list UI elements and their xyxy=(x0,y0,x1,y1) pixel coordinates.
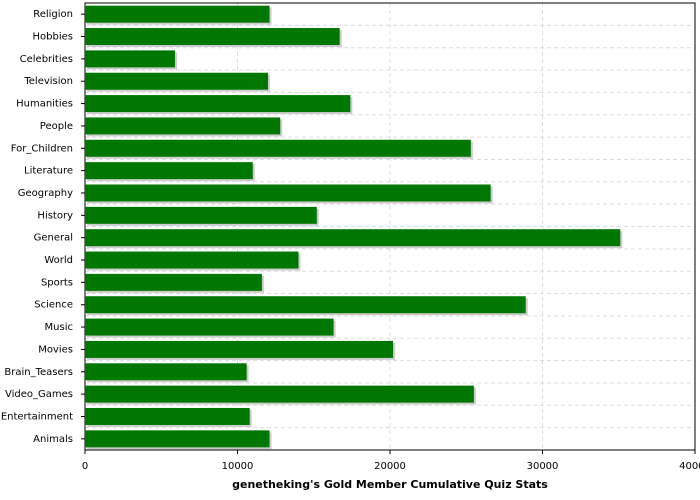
y-tick-label: Video_Games xyxy=(5,389,73,400)
bar xyxy=(85,139,471,157)
y-tick-label: People xyxy=(40,121,73,132)
y-tick-label: Brain_Teasers xyxy=(4,367,73,378)
y-tick-label: Entertainment xyxy=(1,411,73,422)
x-tick-label: 10000 xyxy=(222,461,254,472)
y-tick-label: History xyxy=(37,210,73,221)
y-tick-label: Science xyxy=(34,300,73,311)
bar xyxy=(85,363,247,381)
bar xyxy=(85,162,253,180)
bar xyxy=(85,28,340,46)
bar xyxy=(85,273,262,291)
y-tick-label: Sports xyxy=(41,277,73,288)
bar xyxy=(85,251,299,269)
x-tick-label: 0 xyxy=(82,461,88,472)
y-tick-label: World xyxy=(44,255,73,266)
bar xyxy=(85,407,250,425)
bar xyxy=(85,184,491,202)
y-tick-label: For_Children xyxy=(11,143,73,154)
y-tick-label: Television xyxy=(23,76,73,87)
bar xyxy=(85,95,351,113)
x-tick-label: 40000 xyxy=(679,461,700,472)
bar xyxy=(85,385,474,403)
y-tick-label: Movies xyxy=(38,344,73,355)
y-tick-label: Hobbies xyxy=(33,32,73,43)
bar xyxy=(85,296,526,314)
bar xyxy=(85,5,270,23)
chart-title: genetheking's Gold Member Cumulative Qui… xyxy=(232,478,548,491)
bar xyxy=(85,430,270,448)
bar xyxy=(85,72,268,90)
y-tick-label: Religion xyxy=(33,9,73,20)
y-tick-label: Literature xyxy=(24,166,73,177)
y-tick-label: Celebrities xyxy=(20,54,73,65)
bar xyxy=(85,117,281,135)
bar xyxy=(85,229,621,247)
y-tick-label: Geography xyxy=(18,188,73,199)
bar xyxy=(85,318,334,336)
plot-frame xyxy=(84,2,696,451)
y-tick-label: Animals xyxy=(33,434,73,445)
x-tick-label: 20000 xyxy=(374,461,406,472)
bar xyxy=(85,50,175,68)
y-tick-label: Music xyxy=(45,322,73,333)
y-tick-label: General xyxy=(34,233,73,244)
x-tick-label: 30000 xyxy=(527,461,559,472)
bar xyxy=(85,340,394,358)
y-tick-label: Humanities xyxy=(16,99,73,110)
bar xyxy=(85,206,317,224)
